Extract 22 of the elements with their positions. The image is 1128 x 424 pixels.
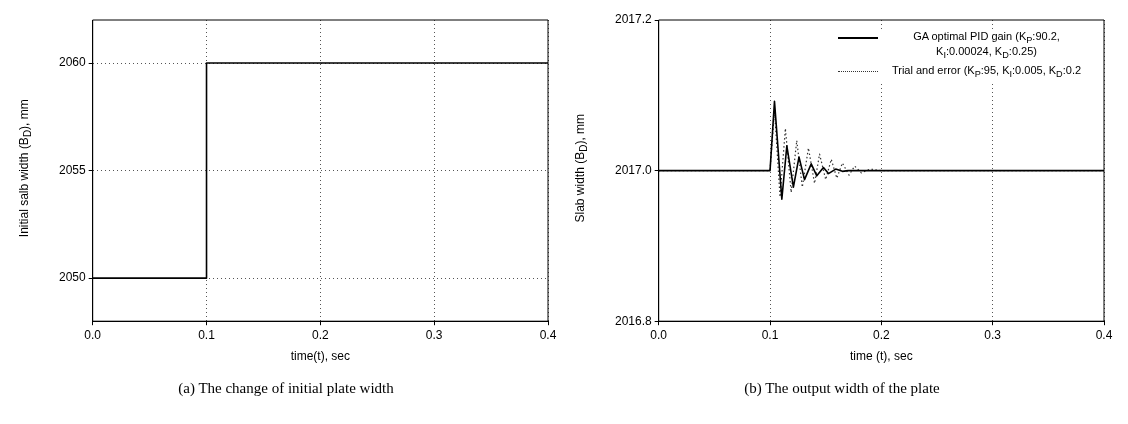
x-tick-label: 0.2 xyxy=(873,327,891,342)
x-tick-label: 0.3 xyxy=(984,327,1002,342)
y-tick-label: 2050 xyxy=(58,270,87,285)
x-tick-label: 0.2 xyxy=(312,327,330,342)
x-tick-label: 0.4 xyxy=(1095,327,1113,342)
x-axis-title: time (t), sec xyxy=(850,349,913,364)
x-tick-label: 0.1 xyxy=(198,327,216,342)
text: (a) The change of initial plate width xyxy=(177,380,395,397)
x-axis-title: time(t), sec xyxy=(290,349,351,364)
text: GA optimal PID gain (K$_{P}$:90.2, K$_{I}$:0.00024, K$_{D}$:0.25) xyxy=(913,30,1060,61)
x-tick-label: 0.3 xyxy=(425,327,443,342)
x-tick-label: 0.0 xyxy=(84,327,102,342)
y-tick-label: 2017.0 xyxy=(615,162,653,177)
legend-label: Trial and error (K$_{P}$:95, K$_{I}$:0.005, K$_{D}$:0.2 xyxy=(890,64,1083,80)
y-tick-label: 2016.8 xyxy=(615,313,653,328)
text: (b) The output width of the plate xyxy=(743,380,941,397)
x-tick-label: 0.4 xyxy=(539,327,557,342)
x-tick-label: 0.0 xyxy=(650,327,668,342)
x-tick-label: 0.1 xyxy=(761,327,779,342)
y-tick-label: 2017.2 xyxy=(615,12,653,27)
y-tick-label: 2060 xyxy=(58,55,87,70)
y-tick-label: 2055 xyxy=(58,162,87,177)
